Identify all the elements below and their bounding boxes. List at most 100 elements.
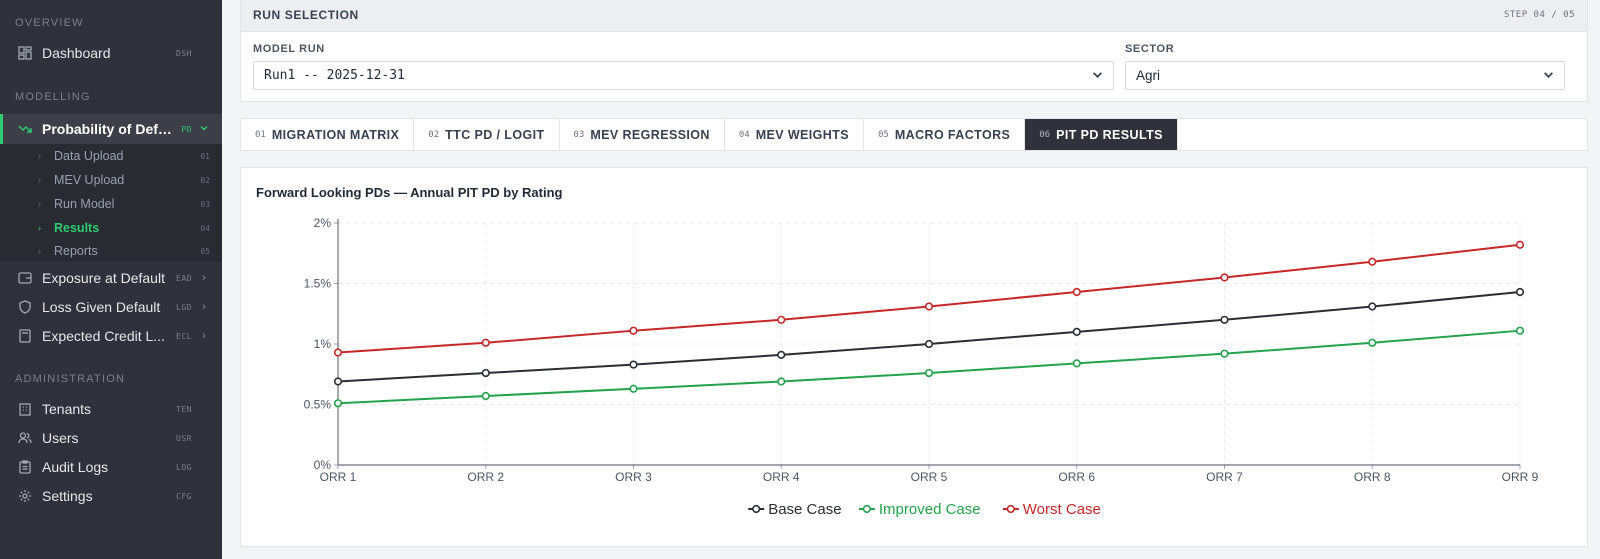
y-tick-label: 2%	[314, 216, 332, 230]
sidebar-item-users[interactable]: Users USR	[0, 424, 222, 452]
data-point	[777, 315, 786, 324]
wallet-icon	[17, 270, 33, 286]
tab-label: MIGRATION MATRIX	[271, 127, 400, 142]
tab-label: MEV WEIGHTS	[755, 127, 849, 142]
x-tick-label: ORR 4	[763, 470, 800, 484]
tab-label: MEV REGRESSION	[590, 127, 710, 142]
x-tick-label: ORR 2	[467, 470, 504, 484]
chevron-right-icon: ›	[38, 175, 41, 185]
building-icon	[17, 401, 33, 417]
submenu-item-reports[interactable]: › Reports 05	[0, 240, 222, 262]
x-tick-label: ORR 6	[1058, 470, 1095, 484]
tab-migration-matrix[interactable]: 01 MIGRATION MATRIX	[241, 119, 415, 150]
data-point	[924, 339, 934, 349]
x-tick-label: ORR 3	[615, 470, 652, 484]
sidebar-item-audit-logs[interactable]: Audit Logs LOG	[0, 453, 222, 481]
legend-label: Worst Case	[1023, 501, 1101, 518]
sidebar-item-loss-given-default[interactable]: Loss Given Default LGD ›	[0, 293, 222, 321]
model-run-select[interactable]: Run1 -- 2025-12-31	[253, 61, 1114, 90]
chevron-right-icon: ›	[38, 199, 41, 209]
sidebar-item-label: Dashboard	[42, 45, 111, 61]
chevron-down-icon	[1543, 69, 1554, 83]
tab-label: MACRO FACTORS	[894, 127, 1011, 142]
sector-value: Agri	[1136, 68, 1161, 83]
sidebar-item-probability-of-default[interactable]: Probability of Default PD	[0, 114, 222, 144]
submenu-item-code: 05	[200, 246, 210, 256]
data-point	[777, 377, 786, 386]
section-title-overview: OVERVIEW	[15, 17, 84, 29]
data-point	[1515, 287, 1525, 297]
sidebar-item-code: TEN	[176, 404, 192, 414]
data-point	[1072, 359, 1081, 368]
sidebar-item-exposure-at-default[interactable]: Exposure at Default EAD ›	[0, 264, 222, 292]
data-point	[629, 326, 638, 335]
data-point	[1220, 315, 1229, 324]
submenu-item-label: MEV Upload	[54, 173, 125, 187]
tab-mev-weights[interactable]: 04 MEV WEIGHTS	[725, 119, 864, 150]
chevron-right-icon: ›	[38, 223, 41, 233]
sidebar-item-code: ECL	[176, 331, 192, 341]
data-point	[1515, 326, 1525, 335]
legend-label: Base Case	[768, 501, 841, 518]
data-point	[1072, 287, 1081, 297]
x-tick-label: ORR 1	[320, 470, 357, 484]
tab-label: TTC PD / LOGIT	[445, 127, 545, 142]
data-point	[1220, 273, 1229, 282]
chart-title: Forward Looking PDs — Annual PIT PD by R…	[256, 185, 563, 200]
trend-down-icon	[17, 121, 33, 137]
tab-macro-factors[interactable]: 05 MACRO FACTORS	[864, 119, 1026, 150]
tab-pit-pd-results[interactable]: 06 PIT PD RESULTS	[1025, 119, 1178, 150]
submenu-item-results[interactable]: › Results 04	[0, 217, 222, 239]
legend-swatch-marker	[1006, 504, 1015, 514]
data-point	[777, 350, 786, 359]
submenu-item-code: 01	[200, 151, 210, 161]
tab-number: 01	[255, 129, 266, 140]
submenu-item-mev-upload[interactable]: › MEV Upload 02	[0, 169, 222, 191]
data-point	[333, 399, 343, 408]
step-indicator: STEP 04 / 05	[1503, 10, 1575, 20]
sidebar: OVERVIEW Dashboard DSH MODELLING Probabi…	[0, 0, 222, 559]
sidebar-item-label: Exposure at Default	[42, 270, 165, 286]
submenu-item-run-model[interactable]: › Run Model 03	[0, 193, 222, 215]
tab-number: 04	[738, 129, 750, 140]
data-point	[481, 391, 490, 401]
data-point	[924, 302, 934, 311]
sidebar-item-expected-credit-loss[interactable]: Expected Credit L... ECL ›	[0, 322, 222, 350]
sidebar-item-code: CFG	[176, 491, 192, 501]
submenu-item-label: Reports	[54, 244, 98, 258]
sidebar-item-label: Users	[42, 430, 79, 446]
sidebar-item-tenants[interactable]: Tenants TEN	[0, 395, 222, 423]
results-tabs: 01 MIGRATION MATRIX 02 TTC PD / LOGIT 03…	[240, 118, 1588, 151]
run-selection-panel: RUN SELECTION STEP 04 / 05 MODEL RUN Run…	[240, 0, 1588, 102]
submenu-item-label: Data Upload	[54, 149, 124, 163]
legend-swatch-marker	[752, 504, 761, 514]
sidebar-item-dashboard[interactable]: Dashboard DSH	[0, 39, 222, 67]
model-run-value: Run1 -- 2025-12-31	[264, 68, 405, 83]
dashboard-icon	[17, 45, 33, 61]
model-run-label: MODEL RUN	[253, 43, 325, 55]
data-point	[333, 377, 343, 386]
submenu-item-code: 03	[200, 199, 210, 209]
sidebar-item-label: Tenants	[42, 401, 92, 417]
data-point	[1368, 257, 1377, 266]
submenu-item-code: 04	[200, 223, 210, 233]
tab-number: 05	[878, 129, 889, 140]
data-point	[1220, 349, 1229, 358]
sidebar-item-settings[interactable]: Settings CFG	[0, 482, 222, 510]
data-point	[1368, 302, 1377, 311]
sidebar-item-code: PD	[181, 124, 192, 134]
sector-select[interactable]: Agri	[1125, 61, 1565, 90]
chart-panel: Forward Looking PDs — Annual PIT PD by R…	[240, 167, 1588, 547]
sidebar-item-code: EAD	[176, 273, 192, 283]
tab-ttc-pd-logit[interactable]: 02 TTC PD / LOGIT	[414, 119, 560, 150]
chevron-right-icon: ›	[38, 151, 41, 161]
clipboard-icon	[17, 459, 33, 475]
x-tick-label: ORR 9	[1502, 470, 1539, 484]
submenu-item-data-upload[interactable]: › Data Upload 01	[0, 145, 222, 167]
sidebar-item-code: USR	[176, 433, 192, 443]
pd-submenu: › Data Upload 01 › MEV Upload 02 › Run M…	[0, 144, 222, 262]
legend-swatch-marker	[862, 504, 872, 514]
tab-number: 06	[1039, 129, 1051, 140]
sidebar-item-label: Probability of Default	[42, 121, 176, 137]
tab-mev-regression[interactable]: 03 MEV REGRESSION	[560, 119, 725, 150]
